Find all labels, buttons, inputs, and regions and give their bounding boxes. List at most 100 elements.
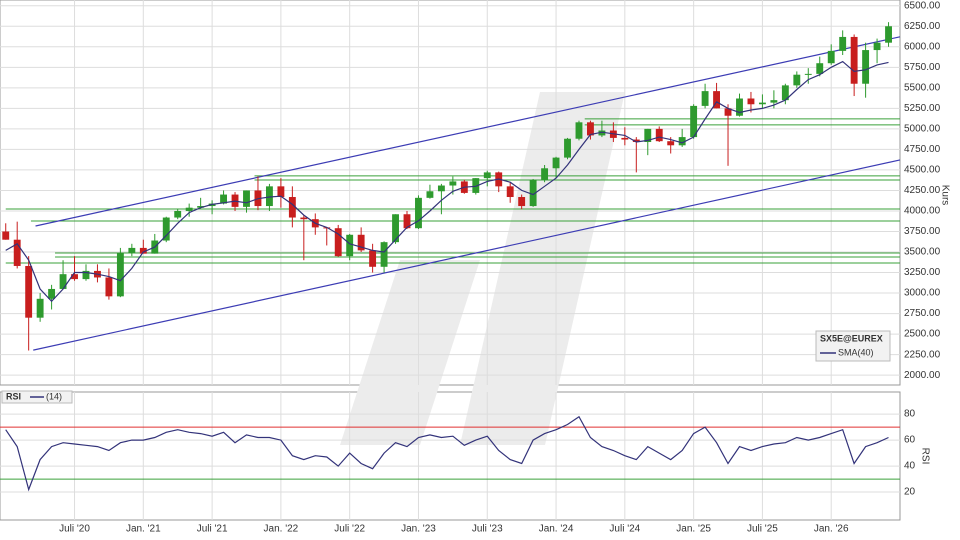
candle-body	[781, 85, 789, 101]
candle-body	[220, 194, 228, 204]
candle-body	[162, 217, 170, 241]
candle-body	[529, 179, 537, 207]
candle-body	[667, 141, 675, 146]
y-tick-label: 6500.00	[904, 0, 941, 11]
legend-instrument: SX5E@EUREX	[820, 333, 883, 343]
rsi-period: (14)	[46, 391, 62, 401]
candle-body	[415, 197, 422, 229]
y-tick-label: 2500.00	[904, 329, 941, 340]
candle-body	[885, 26, 892, 43]
x-tick-label: Juli '21	[197, 524, 228, 535]
y-tick-label: 3500.00	[904, 247, 941, 258]
candle-body	[690, 105, 698, 138]
candle-body	[747, 98, 755, 105]
y-tick-label: 4250.00	[904, 185, 941, 196]
candle-body	[300, 217, 308, 220]
candle-body	[587, 122, 594, 136]
candle-body	[288, 197, 296, 218]
x-tick-label: Juli '22	[334, 524, 365, 535]
candle-body	[770, 100, 778, 103]
candle-body	[804, 73, 812, 75]
candle-body	[174, 210, 182, 218]
x-tick-label: Jan. '23	[401, 524, 436, 535]
y-tick-label: 5250.00	[904, 103, 941, 114]
candle-body	[403, 214, 411, 229]
candle-body	[128, 247, 136, 253]
x-tick-label: Juli '20	[59, 524, 90, 535]
candle-body	[472, 178, 480, 193]
candle-body	[678, 137, 686, 146]
candle-body	[346, 234, 354, 257]
rsi-axis-label: RSI	[919, 448, 930, 465]
x-tick-label: Jan. '26	[814, 524, 849, 535]
y-tick-label: 3000.00	[904, 288, 941, 299]
candle-body	[483, 172, 491, 179]
candle-body	[850, 36, 858, 84]
candle-body	[25, 265, 33, 318]
candle-body	[621, 137, 629, 140]
candle-body	[334, 228, 342, 257]
candle-body	[701, 91, 709, 106]
rsi-panel	[0, 391, 901, 521]
x-tick-label: Juli '24	[609, 524, 640, 535]
candle-body	[713, 91, 720, 109]
rsi-tick-label: 40	[904, 461, 916, 472]
x-tick-label: Jan. '24	[539, 524, 574, 535]
candle-body	[36, 298, 44, 318]
candle-body	[82, 270, 90, 280]
rsi-title: RSI	[6, 391, 21, 401]
candle-body	[736, 98, 743, 116]
candle-body	[541, 168, 549, 180]
candle-body	[277, 186, 285, 198]
y-tick-label: 3250.00	[904, 267, 941, 278]
candle-body	[369, 250, 377, 267]
y-tick-label: 2750.00	[904, 308, 941, 319]
candle-body	[598, 130, 606, 136]
candle-body	[380, 242, 388, 267]
y-tick-label: 2250.00	[904, 349, 941, 360]
rsi-tick-label: 20	[904, 487, 916, 498]
candle-body	[564, 138, 571, 158]
x-tick-label: Juli '23	[472, 524, 503, 535]
candle-body	[2, 231, 10, 240]
y-axis-label: Kurs	[939, 185, 950, 206]
candle-body	[185, 207, 193, 211]
candle-body	[816, 63, 824, 74]
rsi-tick-label: 60	[904, 435, 916, 446]
legend	[815, 330, 891, 362]
candle-body	[116, 252, 124, 297]
y-tick-label: 4500.00	[904, 165, 941, 176]
candle-body	[632, 139, 640, 143]
y-tick-label: 2000.00	[904, 370, 941, 381]
y-tick-label: 6000.00	[904, 41, 941, 52]
x-tick-label: Juli '25	[747, 524, 778, 535]
trend-line	[35, 36, 901, 227]
candle-body	[392, 214, 399, 243]
candle-body	[426, 191, 434, 198]
candle-body	[13, 239, 21, 266]
candle-body	[518, 197, 526, 207]
y-tick-label: 5500.00	[904, 82, 941, 93]
trend-line	[33, 159, 901, 351]
candle-body	[827, 50, 835, 64]
candle-body	[839, 36, 847, 51]
x-tick-label: Jan. '25	[676, 524, 711, 535]
candle-body	[552, 157, 560, 169]
candle-body	[655, 128, 663, 142]
watermark	[340, 260, 480, 445]
candle-body	[873, 42, 881, 51]
candle-body	[243, 190, 250, 207]
legend-sma: SMA(40)	[838, 347, 874, 357]
candle-body	[793, 74, 801, 86]
rsi-tick-label: 80	[904, 409, 916, 420]
candle-body	[758, 102, 766, 105]
candle-body	[449, 181, 457, 186]
y-tick-label: 3750.00	[904, 226, 941, 237]
candle-body	[724, 108, 732, 116]
candle-body	[575, 122, 583, 139]
candle-body	[357, 234, 365, 251]
candle-body	[139, 247, 147, 254]
x-tick-label: Jan. '21	[126, 524, 161, 535]
y-tick-label: 4750.00	[904, 144, 941, 155]
